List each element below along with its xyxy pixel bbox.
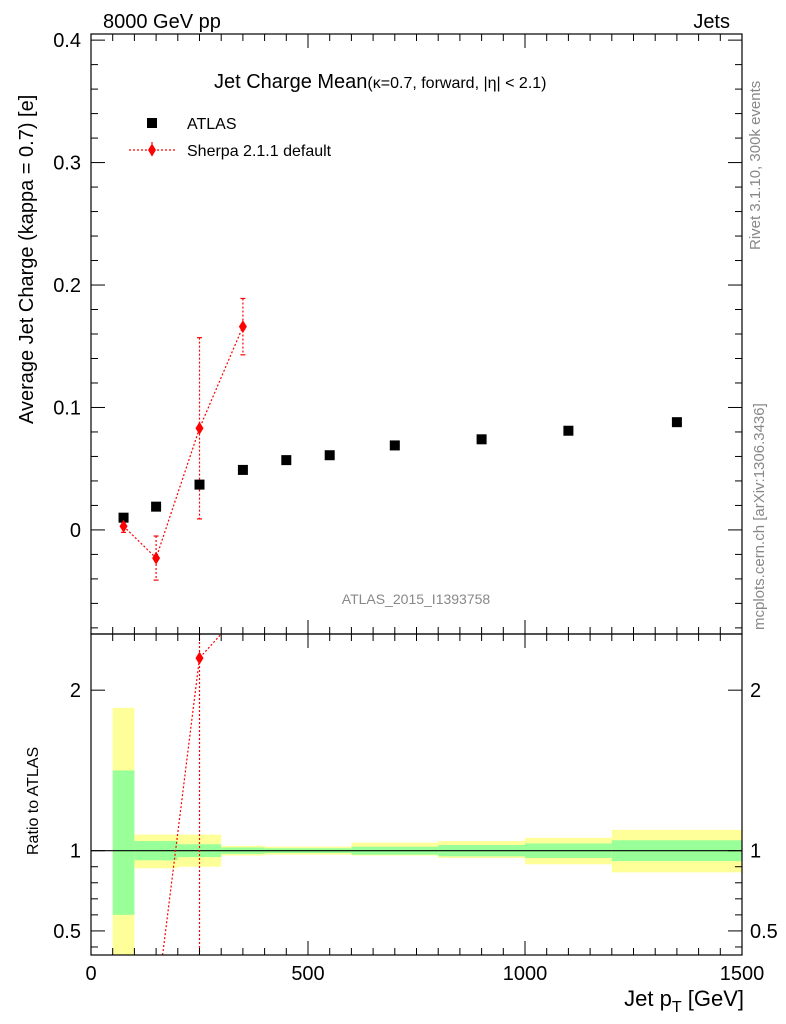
main-y-tick-label: 0.4 (53, 30, 81, 52)
ratio-ylabel: Ratio to ATLAS (25, 747, 42, 855)
svg-text:Jet Charge Mean(κ=0.7, forward: Jet Charge Mean(κ=0.7, forward, |η| < 2.… (214, 71, 546, 93)
main-y-tick-label: 0 (70, 520, 81, 542)
atlas-data-point (563, 425, 574, 436)
main-y-tick-label: 0.2 (53, 275, 81, 297)
ratio-y-tick-label-right: 1 (750, 841, 761, 863)
main-y-tick-label: 0.3 (53, 153, 81, 175)
sherpa-data-point (195, 421, 204, 435)
sherpa-data-point (238, 320, 247, 334)
stat-uncertainty-band (112, 770, 135, 915)
main-title-text: Jet Charge Mean (214, 71, 367, 93)
atlas-data-point (324, 450, 335, 461)
main-y-tick-label: 0.1 (53, 397, 81, 419)
atlas-data-point (237, 464, 248, 475)
header-right: Jets (693, 11, 730, 33)
ratio-sherpa-point (195, 651, 204, 665)
atlas-data-point (194, 479, 205, 490)
legend-atlas-marker (147, 118, 157, 128)
ratio-y-tick-label-right: 2 (750, 680, 761, 702)
ratio-y-tick-label: 2 (70, 680, 81, 702)
main-content (118, 297, 682, 581)
x-tick-label: 1500 (720, 963, 765, 985)
atlas-data-point (118, 512, 129, 523)
analysis-id: ATLAS_2015_I1393758 (342, 591, 491, 607)
main-ylabel: Average Jet Charge (kappa = 0.7) [e] (16, 95, 38, 424)
atlas-data-point (389, 440, 400, 451)
atlas-data-point (671, 417, 682, 428)
main-title: Jet Charge Mean(κ=0.7, forward, |η| < 2.… (214, 71, 546, 93)
legend-atlas-label: ATLAS (187, 116, 237, 133)
ratio-panel-frame (90, 633, 743, 956)
ratio-y-tick-label: 1 (70, 841, 81, 863)
x-axis-title: Jet pT [GeV] (624, 986, 744, 1016)
ratio-sherpa-line (162, 633, 222, 956)
ratio-bands (112, 707, 742, 955)
atlas-data-point (476, 434, 487, 445)
axes: 0 0.1 0.2 0.3 0.4 0 500 1000 1500 0.5 0.5 1 1 2 2 (53, 30, 778, 985)
main-title-subtitle: (κ=0.7, forward, |η| < 2.1) (367, 75, 546, 92)
ratio-content (91, 633, 742, 956)
x-tick-label: 0 (85, 963, 96, 985)
legend-sherpa-label: Sherpa 2.1.1 default (187, 143, 332, 160)
mcplots-reference-text: mcplots.cern.ch [arXiv:1306.3436] (751, 403, 768, 630)
x-tick-label: 500 (291, 963, 324, 985)
ratio-y-tick-label: 0.5 (53, 921, 81, 943)
rivet-version-text: Rivet 3.1.10, 300k events (747, 81, 764, 250)
sherpa-data-point (152, 551, 161, 565)
sherpa-line (123, 326, 244, 560)
x-tick-label: 1000 (503, 963, 548, 985)
atlas-data-point (281, 455, 292, 466)
header-left: 8000 GeV pp (103, 11, 221, 33)
atlas-data-point (151, 501, 162, 512)
ratio-y-tick-label-right: 0.5 (750, 921, 778, 943)
legend: ATLAS Sherpa 2.1.1 default (129, 116, 332, 160)
legend-sherpa-marker (148, 143, 156, 157)
sherpa-data-point (119, 519, 128, 533)
